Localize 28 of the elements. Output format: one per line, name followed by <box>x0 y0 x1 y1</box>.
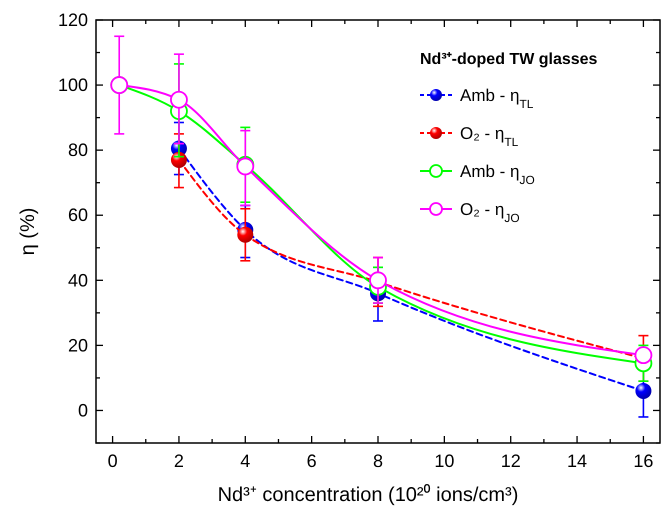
x-tick-label: 0 <box>108 451 118 471</box>
y-tick-label: 120 <box>58 10 88 30</box>
x-tick-label: 14 <box>567 451 588 471</box>
y-tick-label: 100 <box>58 75 88 96</box>
legend-label: Amb - η$_{TL}$ <box>460 86 534 111</box>
point <box>170 90 188 109</box>
legend-label: Amb - η$_{JO}$ <box>460 162 535 187</box>
y-tick-label: 0 <box>78 400 88 420</box>
x-axis-title: Nd³⁺ concentration (10²⁰ ions/cm³) <box>218 483 518 506</box>
x-tick-label: 16 <box>633 451 654 471</box>
point <box>237 226 254 243</box>
point <box>634 346 652 364</box>
y-tick-label: 40 <box>68 270 88 290</box>
y-tick-label: 20 <box>68 335 88 356</box>
legend-label: O₂ - η$_{JO}$ <box>460 200 520 225</box>
x-tick-label: 10 <box>434 451 454 471</box>
point <box>369 271 387 290</box>
x-tick-label: 2 <box>174 451 184 471</box>
x-tick-label: 8 <box>372 451 384 471</box>
y-tick-label: 60 <box>68 205 88 226</box>
x-tick-label: 4 <box>240 451 250 471</box>
y-tick-label: 80 <box>68 140 88 160</box>
y-axis-title: η (%) <box>17 208 39 256</box>
point <box>635 382 652 399</box>
x-tick-label: 12 <box>500 451 521 471</box>
legend-label: O₂ - η$_{TL}$ <box>460 124 519 149</box>
x-tick-label: 6 <box>306 451 317 471</box>
legend-title: Nd³⁺-doped TW glasses <box>420 51 598 68</box>
